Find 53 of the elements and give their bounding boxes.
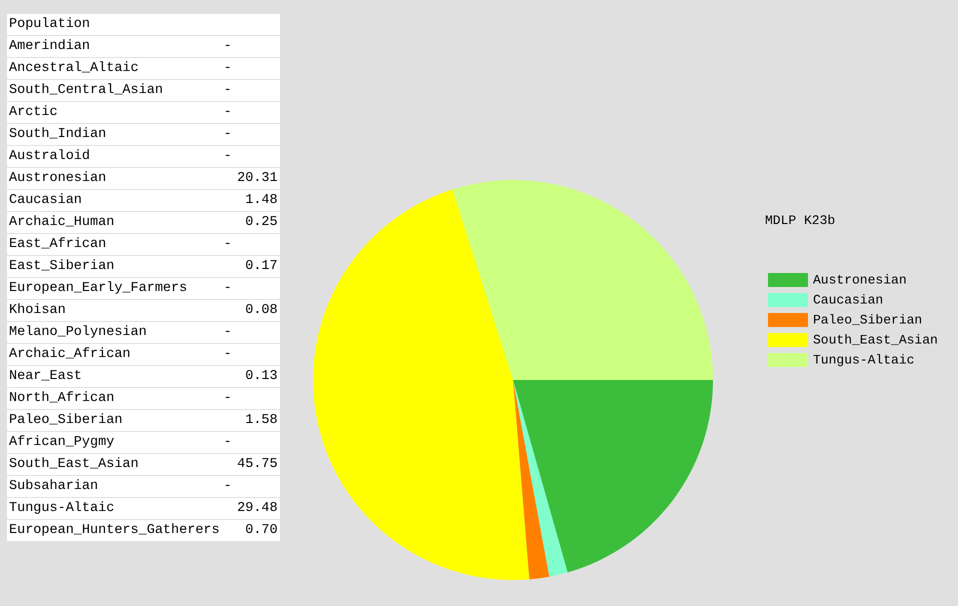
legend-label: Paleo_Siberian xyxy=(813,312,922,328)
category-label: Paleo_Siberian xyxy=(7,410,222,431)
category-label: Arctic xyxy=(7,102,222,123)
data-label: 0.17 xyxy=(222,256,280,277)
data-label: - xyxy=(222,58,280,79)
data-label: 0.08 xyxy=(222,300,280,321)
data-label: - xyxy=(222,432,280,453)
category-label: Austronesian xyxy=(7,168,222,189)
data-label: 0.25 xyxy=(222,212,280,233)
category-label: Ancestral_Altaic xyxy=(7,58,222,79)
data-label: - xyxy=(222,322,280,343)
data-label: 20.31 xyxy=(222,168,280,189)
legend-label: Caucasian xyxy=(813,292,884,308)
legend-title: MDLP K23b xyxy=(765,213,836,228)
data-label: 29.48 xyxy=(222,498,280,519)
data-label: 45.75 xyxy=(222,454,280,475)
data-label: 1.48 xyxy=(222,190,280,211)
category-label: South_Central_Asian xyxy=(7,80,222,101)
legend-label: South_East_Asian xyxy=(813,332,938,348)
data-label: 1.58 xyxy=(222,410,280,431)
category-label: Archaic_Human xyxy=(7,212,222,233)
category-label: North_African xyxy=(7,388,222,409)
data-label: - xyxy=(222,124,280,145)
text: Population xyxy=(7,14,222,35)
category-label: Khoisan xyxy=(7,300,222,321)
category-label: African_Pygmy xyxy=(7,432,222,453)
data-label: - xyxy=(222,146,280,167)
legend-label: Tungus-Altaic xyxy=(813,352,914,368)
category-label: European_Early_Farmers xyxy=(7,278,222,299)
category-label: Caucasian xyxy=(7,190,222,211)
category-label: Melano_Polynesian xyxy=(7,322,222,343)
category-label: Subsaharian xyxy=(7,476,222,497)
category-label: East_African xyxy=(7,234,222,255)
category-label: European_Hunters_Gatherers xyxy=(7,520,222,541)
legend-label: Austronesian xyxy=(813,272,907,288)
category-label: South_East_Asian xyxy=(7,454,222,475)
category-label: Archaic_African xyxy=(7,344,222,365)
data-label: - xyxy=(222,344,280,365)
data-label: - xyxy=(222,278,280,299)
data-label: - xyxy=(222,80,280,101)
category-label: Australoid xyxy=(7,146,222,167)
data-label: - xyxy=(222,36,280,57)
category-label: Amerindian xyxy=(7,36,222,57)
data-label: - xyxy=(222,476,280,497)
data-label: - xyxy=(222,234,280,255)
category-label: South_Indian xyxy=(7,124,222,145)
category-label: Near_East xyxy=(7,366,222,387)
data-label: 0.70 xyxy=(222,520,280,541)
category-label: Tungus-Altaic xyxy=(7,498,222,519)
data-label: - xyxy=(222,102,280,123)
data-label: 0.13 xyxy=(222,366,280,387)
data-label: - xyxy=(222,388,280,409)
category-label: East_Siberian xyxy=(7,256,222,277)
